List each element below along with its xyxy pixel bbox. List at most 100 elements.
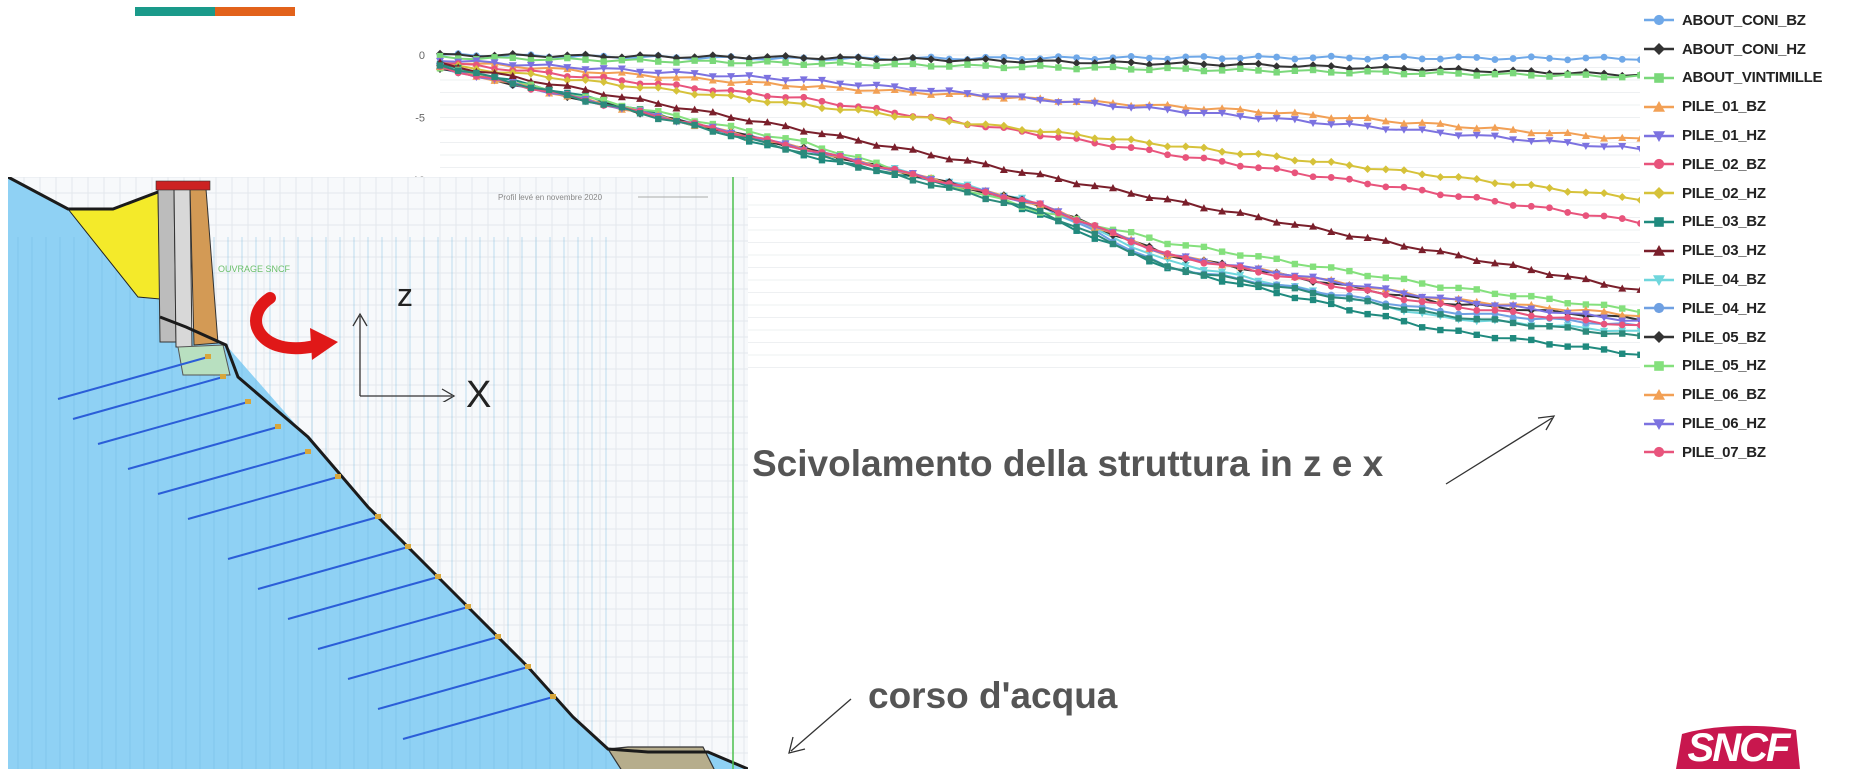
rock-mass (8, 177, 748, 769)
data-point (1437, 311, 1444, 318)
data-point (1509, 319, 1517, 327)
data-point (1127, 104, 1136, 112)
data-point (1346, 285, 1353, 293)
data-point (1018, 93, 1027, 101)
data-point (945, 87, 954, 95)
data-point (799, 76, 808, 84)
data-point (708, 90, 717, 99)
data-point (1637, 56, 1640, 64)
series-about-coni-hz (436, 49, 1640, 80)
data-point (618, 104, 626, 111)
data-point (1309, 263, 1317, 270)
data-point (1563, 272, 1572, 280)
legend-item: PILE_05_BZ (1640, 323, 1860, 352)
data-point (1546, 314, 1553, 322)
data-point (1328, 264, 1335, 271)
data-point (1254, 213, 1263, 221)
data-point (1164, 263, 1171, 270)
data-point (1272, 115, 1281, 123)
data-point (690, 70, 699, 78)
data-point (1200, 67, 1208, 75)
data-point (1346, 307, 1353, 314)
data-point (1491, 71, 1499, 78)
series-pile-01-hz (436, 57, 1640, 153)
data-point (1436, 294, 1445, 302)
data-point (727, 52, 736, 61)
data-point (1127, 144, 1135, 151)
data-point (890, 112, 899, 121)
data-point (927, 182, 935, 189)
data-point (709, 128, 717, 135)
data-point (509, 80, 516, 87)
data-point (1382, 53, 1390, 61)
legend-item: PILE_02_BZ (1640, 150, 1860, 179)
legend-item: ABOUT_VINTIMILLE (1640, 64, 1860, 93)
legend-label: PILE_02_HZ (1682, 184, 1766, 202)
data-point (1145, 54, 1153, 62)
data-point (1018, 63, 1026, 71)
data-point (1509, 335, 1517, 342)
data-point (764, 58, 771, 65)
data-point (1637, 351, 1640, 359)
data-point (1127, 238, 1135, 246)
slide-pointer-arrow (1445, 415, 1556, 485)
data-point (1618, 321, 1626, 329)
data-point (1364, 55, 1372, 63)
data-point (1236, 263, 1244, 271)
chart-legend: ABOUT_CONI_BZ ABOUT_CONI_HZ ABOUT_VINTIMIL… (1640, 6, 1860, 467)
series-line (439, 59, 1640, 151)
data-point (1418, 324, 1426, 331)
data-point (1437, 68, 1444, 76)
data-point (1400, 296, 1408, 304)
data-point (1163, 59, 1172, 68)
data-point (818, 156, 826, 164)
data-point (1164, 64, 1171, 72)
data-point (836, 53, 845, 62)
data-point (654, 83, 663, 92)
data-point (1400, 183, 1408, 191)
data-point (672, 73, 681, 81)
data-point (1600, 280, 1609, 288)
data-point (1582, 54, 1590, 62)
data-point (781, 77, 790, 85)
axis-x-label: X (466, 374, 492, 416)
data-point (1364, 180, 1372, 188)
ground-profile-line (8, 177, 159, 211)
data-point (1363, 122, 1372, 130)
data-point (746, 128, 753, 135)
data-point (1163, 106, 1172, 114)
data-point (1163, 195, 1172, 203)
data-point (691, 85, 699, 93)
data-point (1509, 125, 1518, 133)
data-point (1327, 62, 1336, 71)
data-point (1437, 326, 1444, 334)
data-point (927, 113, 936, 122)
data-point (1637, 309, 1640, 316)
data-point (1564, 56, 1572, 64)
data-point (599, 91, 608, 99)
data-point (763, 118, 772, 126)
data-point (999, 165, 1008, 173)
data-point (1545, 129, 1554, 137)
data-point (763, 74, 772, 83)
data-point (891, 60, 898, 68)
data-point (946, 184, 953, 191)
data-point (1328, 294, 1335, 301)
data-point (1327, 52, 1335, 60)
data-point (1636, 145, 1640, 153)
data-point (708, 108, 717, 116)
data-point (763, 78, 772, 86)
data-point (1327, 114, 1336, 122)
data-point (655, 115, 662, 123)
data-point (1037, 207, 1044, 215)
data-point (763, 98, 772, 107)
legend-item: PILE_04_HZ (1640, 294, 1860, 323)
data-point (1218, 104, 1227, 112)
data-point (1473, 316, 1480, 323)
data-point (1637, 220, 1640, 227)
data-point (618, 56, 626, 64)
data-point (1436, 247, 1445, 255)
data-point (1545, 309, 1554, 317)
data-point (1618, 133, 1627, 141)
data-point (999, 57, 1008, 66)
